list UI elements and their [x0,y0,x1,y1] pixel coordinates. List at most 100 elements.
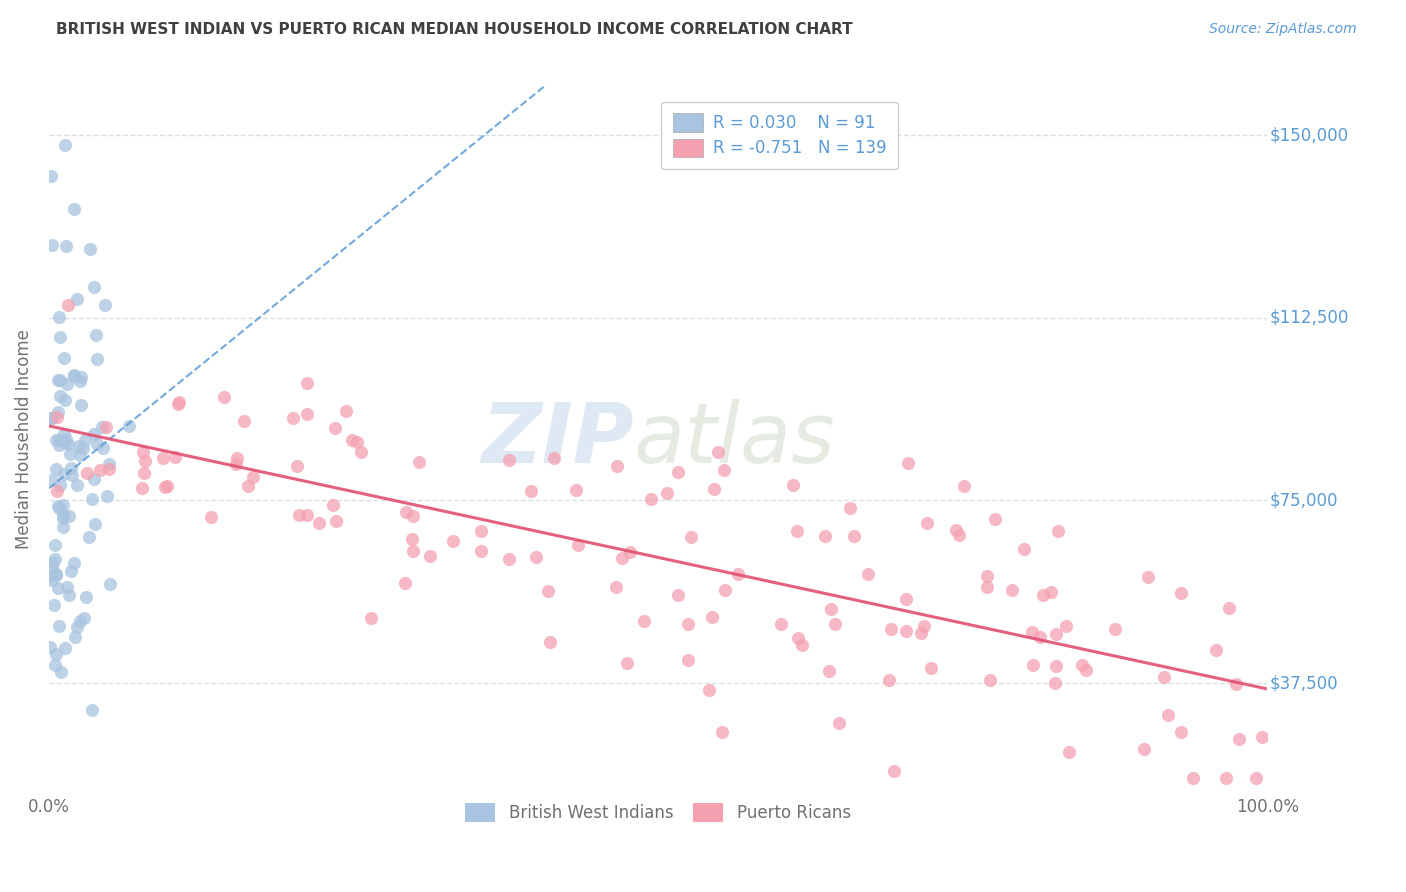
Point [605,580,627,594]
Point [75,590,97,604]
Point [1014,542,1036,557]
Point [49,665,72,679]
Point [769,617,792,632]
Point [62,556,84,570]
Point [97,461,120,475]
Point [134,454,156,468]
Point [41,561,63,575]
Point [66,292,89,306]
Point [56,377,79,392]
Point [790,638,813,652]
Point [83,472,105,486]
Point [543,451,565,466]
Point [346,434,368,449]
Point [44,538,66,552]
Text: BRITISH WEST INDIAN VS PUERTO RICAN MEDIAN HOUSEHOLD INCOME CORRELATION CHART: BRITISH WEST INDIAN VS PUERTO RICAN MEDI… [56,22,853,37]
Point [167,394,190,409]
Point [540,634,562,648]
Text: ZIP: ZIP [481,399,634,480]
Point [73,611,96,625]
Point [1045,627,1067,641]
Point [897,456,920,470]
Point [66,620,89,634]
Point [883,764,905,779]
Point [824,617,846,632]
Point [880,622,903,636]
Point [52,508,75,523]
Point [325,514,347,528]
Point [52,498,75,512]
Point [242,470,264,484]
Point [45,568,67,582]
Point [408,455,430,469]
Point [1032,588,1054,602]
Point [58,446,80,460]
Point [42,555,65,569]
Point [616,657,638,671]
Point [1021,625,1043,640]
Point [1133,741,1156,756]
Point [60,460,83,475]
Point [236,479,259,493]
Point [979,673,1001,687]
Point [1001,583,1024,598]
Point [953,479,976,493]
Point [710,724,733,739]
Point [84,516,107,531]
Text: $150,000: $150,000 [1270,126,1348,145]
Point [565,483,588,497]
Point [49,478,72,492]
Point [70,398,93,412]
Point [48,433,70,447]
Text: $112,500: $112,500 [1270,309,1350,326]
Point [713,463,735,477]
Point [131,445,153,459]
Point [610,551,633,566]
Point [82,492,104,507]
Point [58,297,80,311]
Point [1040,585,1063,599]
Point [53,351,76,365]
Point [707,445,730,459]
Point [335,404,357,418]
Point [53,137,76,152]
Point [46,373,69,387]
Point [63,368,86,383]
Point [920,661,942,675]
Point [498,552,520,566]
Point [1054,619,1077,633]
Point [94,419,117,434]
Text: $75,000: $75,000 [1270,491,1339,509]
Point [856,566,879,581]
Point [818,664,841,678]
Point [46,410,69,425]
Point [45,566,67,581]
Point [48,619,70,633]
Point [782,477,804,491]
Point [86,351,108,366]
Point [56,437,79,451]
Point [69,374,91,388]
Point [394,576,416,591]
Point [1227,731,1250,746]
Point [83,280,105,294]
Point [820,602,842,616]
Point [52,426,75,441]
Point [96,489,118,503]
Point [41,411,63,425]
Point [41,473,63,487]
Point [915,516,938,531]
Point [524,549,547,564]
Point [1022,658,1045,673]
Point [470,524,492,539]
Point [76,467,98,481]
Point [232,414,254,428]
Point [45,461,67,475]
Point [131,482,153,496]
Point [225,457,247,471]
Point [53,435,76,450]
Point [214,390,236,404]
Point [283,411,305,425]
Point [976,568,998,582]
Point [118,418,141,433]
